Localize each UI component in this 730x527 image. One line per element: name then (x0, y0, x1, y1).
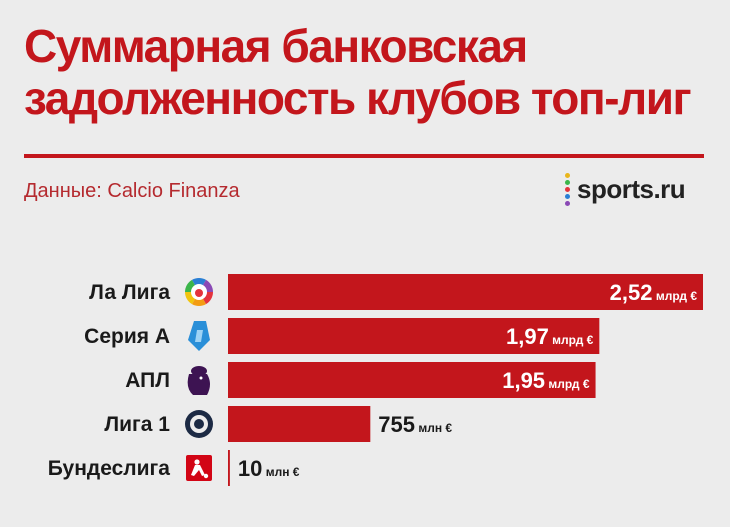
bundesliga-icon (186, 455, 212, 481)
title-line-2: задолженность клубов топ-лиг (24, 72, 692, 124)
bar-row: АПЛ 1,95 млрд € (125, 362, 596, 398)
bar (228, 318, 600, 354)
sports-ru-logo: sports.ru (565, 172, 686, 206)
data-label: 755 млн € (378, 412, 452, 437)
category-label: Бундеслига (48, 457, 171, 480)
bar (228, 406, 371, 442)
bar-chart: Ла Лига 2,52 млрд € Серия А 1,97 млрд € АПЛ 1… (48, 274, 703, 486)
data-label: 1,97 млрд € (506, 324, 594, 349)
bar (228, 450, 230, 486)
laliga-icon (185, 278, 213, 306)
category-label: Лига 1 (104, 413, 170, 436)
logo-dots-icon (565, 172, 573, 206)
bar-row: Серия А 1,97 млрд € (84, 318, 600, 354)
serie-a-icon (188, 321, 210, 351)
premier-league-icon (187, 366, 210, 395)
bar-row: Ла Лига 2,52 млрд € (89, 274, 703, 310)
title-line-1: Суммарная банковская (24, 20, 528, 72)
category-label: АПЛ (125, 369, 170, 392)
category-label: Ла Лига (89, 281, 170, 304)
ligue1-icon (185, 410, 213, 438)
data-label: 2,52 млрд € (610, 280, 698, 305)
brand-name: sports.ru (577, 173, 686, 204)
chart-title: Суммарная банковская задолженность клубо… (24, 20, 714, 124)
data-label: 10 млн € (238, 456, 300, 481)
bar-row: Бундеслига 10 млн € (48, 450, 300, 486)
title-divider (24, 154, 704, 158)
bar-row: Лига 1 755 млн € (104, 406, 452, 442)
bar (228, 274, 703, 310)
data-source: Данные: Calcio Finanza (24, 180, 240, 202)
data-label: 1,95 млрд € (502, 368, 590, 393)
category-label: Серия А (84, 325, 170, 348)
bar (228, 362, 596, 398)
